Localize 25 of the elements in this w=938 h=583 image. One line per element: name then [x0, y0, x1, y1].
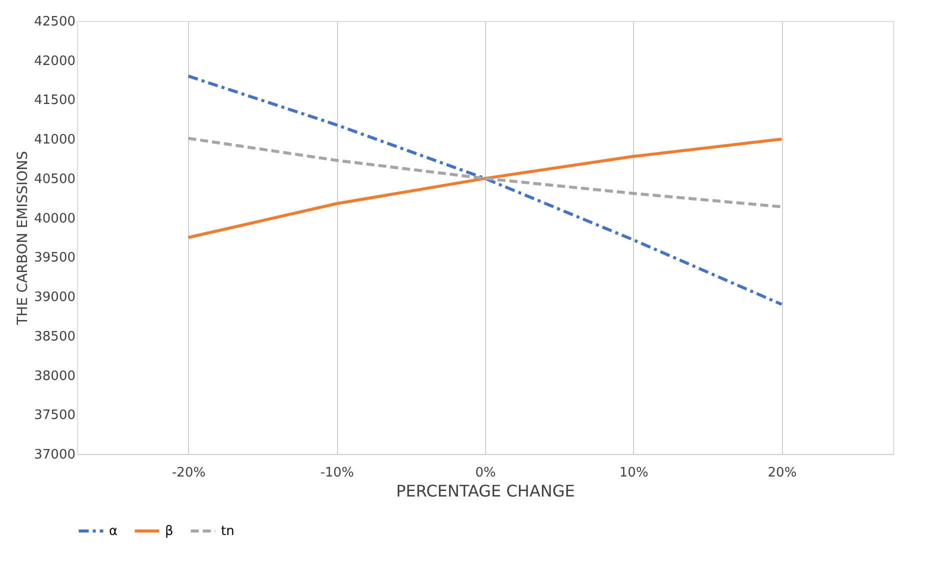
legend-label: β — [165, 524, 174, 539]
legend-label: α — [109, 524, 118, 539]
y-tick-label: 38500 — [34, 329, 76, 344]
legend-label: tn — [221, 524, 234, 539]
y-tick-label: 38000 — [34, 368, 76, 384]
y-tick-label: 42000 — [34, 54, 76, 69]
x-tick-label: -10% — [320, 466, 354, 480]
x-tick-label: 20% — [768, 466, 797, 480]
x-tick-label: 10% — [619, 466, 648, 480]
y-tick-label: 39000 — [34, 290, 76, 306]
y-tick-label: 42500 — [34, 14, 76, 30]
y-tick-label: 40500 — [34, 172, 76, 187]
x-axis-title: PERCENTAGE CHANGE — [396, 482, 575, 500]
y-tick-label: 40000 — [34, 211, 76, 226]
x-tick-label: -20% — [172, 466, 206, 480]
y-tick-label: 37000 — [34, 448, 76, 462]
x-tick-label: 0% — [475, 466, 496, 480]
y-tick-label: 41000 — [34, 132, 76, 148]
line-series — [186, 136, 784, 208]
y-tick-label: 39500 — [34, 250, 76, 266]
line-series — [186, 138, 784, 239]
y-axis-title: THE CARBON EMISSIONS — [15, 150, 32, 326]
y-tick-label: 37500 — [34, 408, 76, 424]
line-series — [186, 74, 784, 306]
y-tick-label: 41500 — [34, 93, 76, 108]
